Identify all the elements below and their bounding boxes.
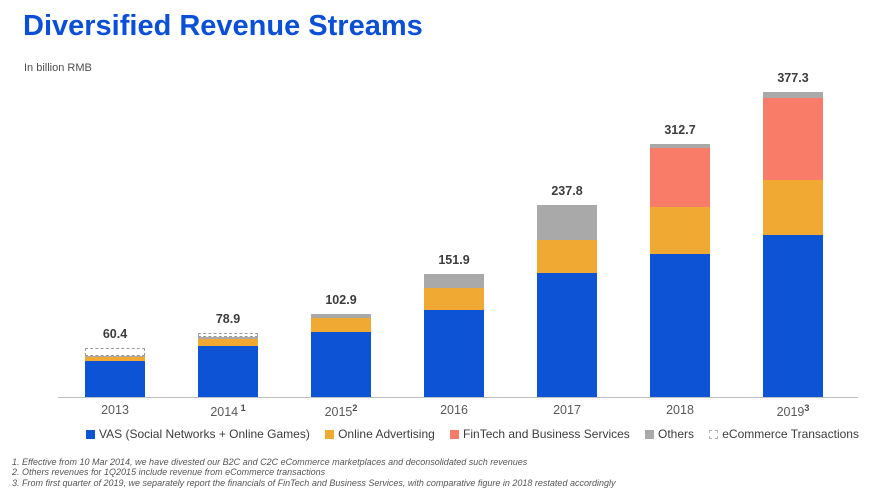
legend-swatch-icon [86, 429, 95, 439]
bar-segment [311, 331, 371, 397]
x-label-2015: 20152 [324, 403, 358, 420]
bar-segment [763, 92, 823, 99]
legend-swatch-icon [325, 429, 335, 439]
total-label-2016: 151.9 [438, 253, 470, 268]
bar-segment [537, 272, 597, 397]
legend-label: VAS (Social Networks + Online Games) [99, 427, 310, 441]
footnote-3: 3. From first quarter of 2019, we separa… [12, 477, 616, 488]
bar-segment [85, 348, 145, 357]
bar-2019 [763, 92, 823, 397]
footnote-2: 2. Others revenues for 1Q2015 include re… [12, 467, 326, 478]
bar-segment [311, 313, 371, 318]
footnote-1: 1. Effective from 10 Mar 2014, we have d… [12, 457, 528, 467]
total-label-2017: 237.8 [551, 183, 583, 198]
legend-swatch-icon [450, 429, 460, 439]
legend-label: Online Advertising [338, 427, 435, 441]
chart-legend: VAS (Social Networks + Online Games) Onli… [86, 427, 859, 441]
unit-label: In billion RMB [24, 62, 92, 74]
bar-segment [198, 336, 258, 340]
bar-segment [650, 144, 710, 149]
x-label-2014: 2014 1 [210, 403, 246, 420]
revenue-chart: 60.4 78.9 102.9 151.9 237.8 312.7 377.3 2013 20… [58, 71, 858, 419]
bar-segment [198, 345, 258, 397]
x-axis-line [58, 397, 858, 398]
bar-2018 [650, 144, 710, 397]
bar-2017 [537, 204, 597, 397]
total-label-2019: 377.3 [777, 71, 809, 86]
page-title: Diversified Revenue Streams [23, 10, 423, 42]
bar-segment [424, 274, 484, 289]
bar-segment [763, 235, 823, 397]
bar-segment [650, 148, 710, 208]
legend-label: FinTech and Business Services [463, 427, 630, 441]
x-label-2019: 20193 [776, 403, 810, 420]
bar-segment [85, 360, 145, 397]
footnotes: 1. Effective from 10 Mar 2014, we have d… [12, 457, 869, 488]
total-label-2018: 312.7 [664, 123, 696, 138]
total-label-2013: 60.4 [102, 327, 128, 342]
legend-item-0: VAS (Social Networks + Online Games) [86, 427, 310, 441]
total-label-2015: 102.9 [325, 292, 357, 307]
bar-segment [537, 239, 597, 273]
x-label-2013: 2013 [101, 403, 129, 417]
bar-segment [424, 288, 484, 310]
bar-segment [763, 180, 823, 236]
bar-2015 [311, 313, 371, 397]
legend-item-2: FinTech and Business Services [450, 427, 630, 441]
legend-swatch-icon [645, 429, 654, 439]
legend-label: Others [658, 427, 695, 441]
x-label-2018: 2018 [666, 403, 694, 417]
bar-segment [198, 333, 258, 337]
bar-segment [85, 356, 145, 361]
bars-layer: 60.4 78.9 102.9 151.9 237.8 312.7 377.3 [85, 71, 823, 397]
x-axis-labels: 2013 2014 1 20152 2016 2017 2018 20193 [0, 403, 881, 419]
bar-segment [763, 98, 823, 181]
bar-2013 [85, 348, 145, 397]
legend-item-3: Others [645, 427, 694, 441]
bar-segment [424, 309, 484, 397]
bar-segment [198, 339, 258, 346]
x-label-2016: 2016 [440, 403, 468, 417]
legend-item-1: Online Advertising [325, 427, 435, 441]
bar-segment [537, 204, 597, 240]
bar-2016 [424, 274, 484, 397]
bar-segment [311, 317, 371, 332]
total-label-2014: 78.9 [215, 312, 241, 327]
bar-2014 [198, 333, 258, 397]
legend-item-4: eCommerce Transactions [709, 427, 859, 441]
legend-label: eCommerce Transactions [722, 427, 859, 441]
x-label-2017: 2017 [553, 403, 581, 417]
bar-segment [650, 207, 710, 255]
legend-swatch-icon [709, 429, 719, 439]
bar-segment [650, 254, 710, 397]
